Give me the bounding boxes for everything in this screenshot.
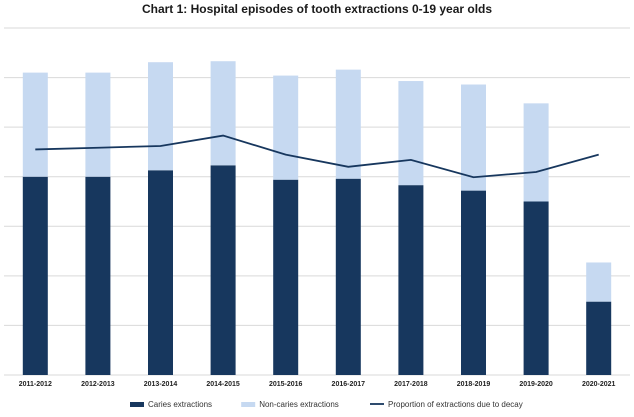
- bar-non-caries: [22, 72, 48, 177]
- bar-non-caries: [398, 81, 424, 186]
- legend-swatch: [130, 402, 144, 407]
- bar-caries: [273, 179, 299, 375]
- bar-caries: [461, 190, 486, 375]
- x-tick-label: 2017-2018: [394, 381, 428, 388]
- x-tick-label: 2014-2015: [206, 381, 240, 388]
- bar-non-caries: [586, 262, 612, 302]
- bar-non-caries: [461, 84, 486, 191]
- legend-swatch: [241, 402, 256, 407]
- bar-non-caries: [273, 75, 299, 180]
- bar-non-caries: [210, 61, 236, 166]
- bar-non-caries: [523, 103, 549, 202]
- bar-caries: [398, 185, 424, 375]
- bar-non-caries: [335, 69, 361, 179]
- bar-caries: [586, 301, 612, 375]
- x-tick-label: 2013-2014: [144, 381, 178, 388]
- legend-label: Non-caries extractions: [259, 400, 339, 409]
- chart-title: Chart 1: Hospital episodes of tooth extr…: [141, 2, 493, 16]
- bar-caries: [148, 170, 173, 375]
- line-proportion-decay: [35, 134, 599, 179]
- bar-caries: [22, 176, 48, 375]
- bar-caries: [85, 176, 111, 375]
- bar-caries: [335, 178, 361, 375]
- legend-label: Caries extractions: [148, 400, 212, 409]
- bar-caries: [523, 201, 549, 375]
- x-tick-label: 2019-2020: [519, 381, 553, 388]
- x-tick-label: 2018-2019: [457, 381, 491, 388]
- x-tick-label: 2020-2021: [582, 381, 616, 388]
- x-tick-label: 2012-2013: [81, 381, 115, 388]
- x-tick-label: 2011-2012: [19, 381, 52, 388]
- bar-non-caries: [85, 72, 111, 177]
- legend-label: Proportion of extractions due to decay: [388, 400, 523, 409]
- x-tick-label: 2015-2016: [269, 381, 303, 388]
- x-tick-label: 2016-2017: [332, 381, 366, 388]
- bar-caries: [210, 165, 236, 375]
- bar-non-caries: [148, 62, 173, 171]
